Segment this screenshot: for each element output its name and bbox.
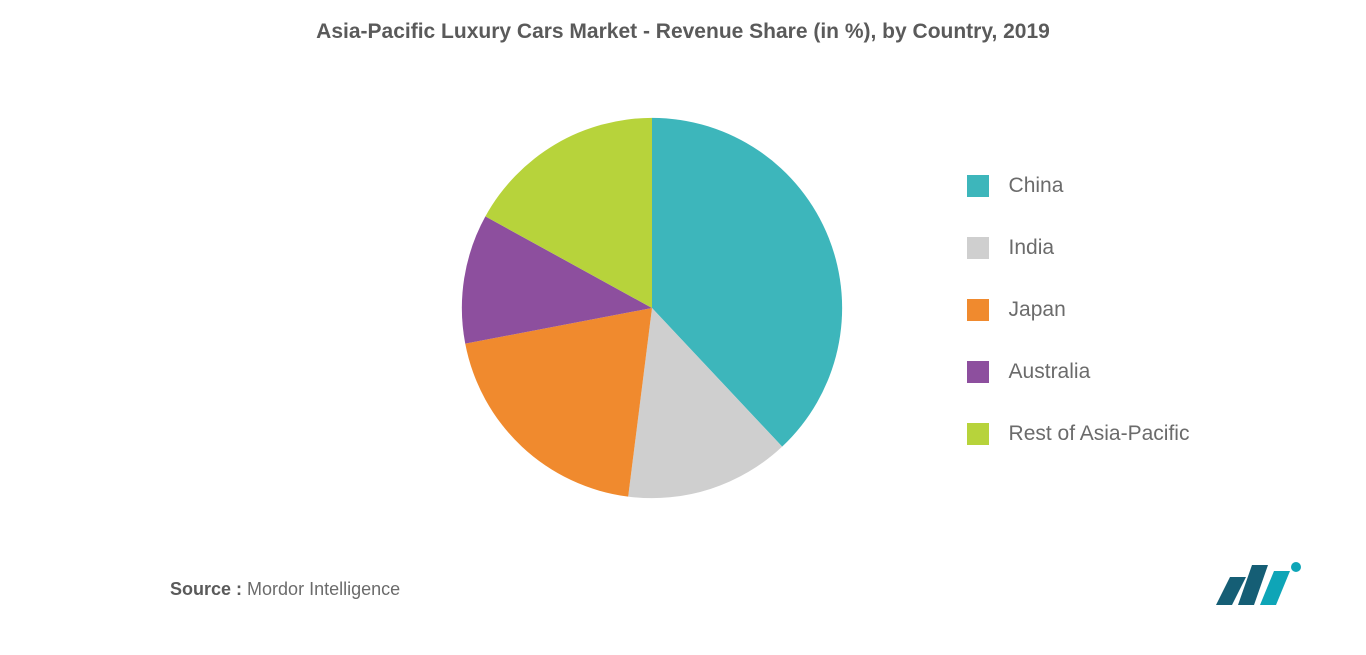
legend-item: Australia — [967, 360, 1190, 384]
source-label: Source : — [170, 579, 242, 599]
mordor-logo-icon — [1216, 555, 1306, 615]
legend-label: Australia — [1009, 360, 1091, 384]
legend-swatch — [967, 175, 989, 197]
legend-label: China — [1009, 174, 1064, 198]
legend-item: India — [967, 236, 1190, 260]
legend-swatch — [967, 299, 989, 321]
legend-item: Japan — [967, 298, 1190, 322]
legend: China India Japan Australia Rest of Asia-Pac… — [967, 174, 1190, 446]
legend-item: Rest of Asia-Pacific — [967, 422, 1190, 446]
chart-area: China India Japan Australia Rest of Asia-Pac… — [0, 80, 1366, 540]
legend-swatch — [967, 423, 989, 445]
source-name: Mordor Intelligence — [247, 579, 400, 599]
legend-swatch — [967, 361, 989, 383]
source-attribution: Source : Mordor Intelligence — [170, 579, 400, 600]
legend-label: Rest of Asia-Pacific — [1009, 422, 1190, 446]
legend-swatch — [967, 237, 989, 259]
legend-item: China — [967, 174, 1190, 198]
legend-label: Japan — [1009, 298, 1066, 322]
chart-title: Asia-Pacific Luxury Cars Market - Revenu… — [0, 20, 1366, 44]
legend-label: India — [1009, 236, 1055, 260]
pie-chart — [457, 113, 847, 508]
